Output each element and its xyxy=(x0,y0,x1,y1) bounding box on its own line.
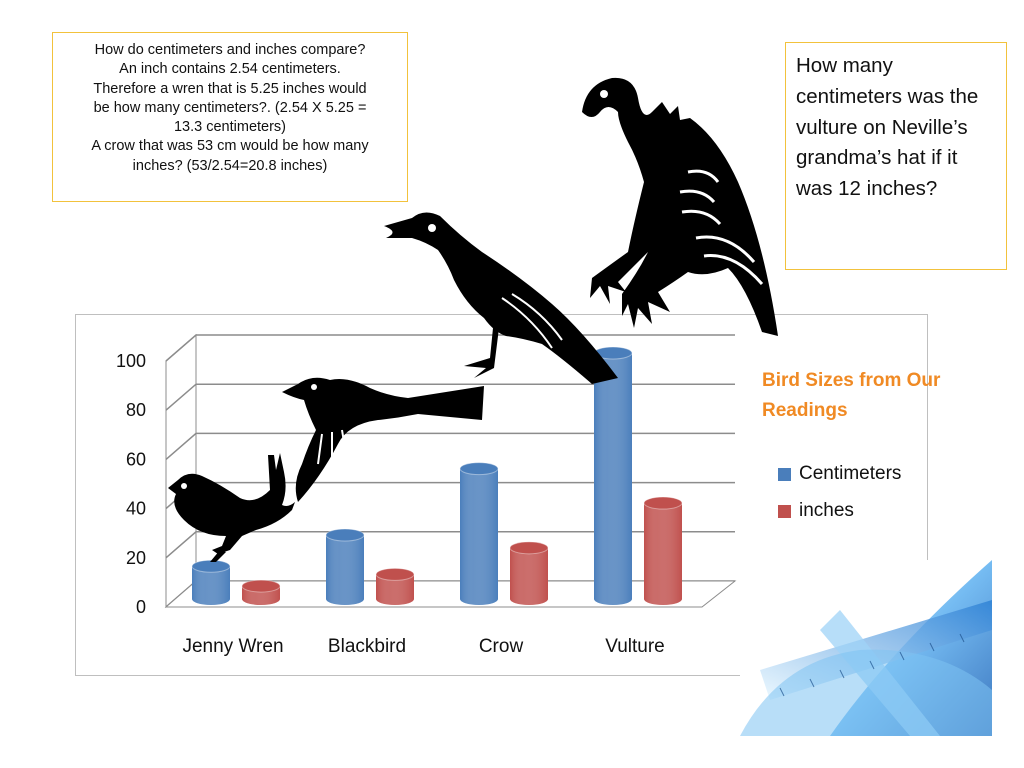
x-tick-label: Blackbird xyxy=(328,636,406,657)
bar-top xyxy=(459,462,499,476)
gridline xyxy=(165,383,735,411)
x-tick-label: Vulture xyxy=(605,636,665,657)
bar-shine xyxy=(376,574,414,605)
legend-item-inches: inches xyxy=(778,500,854,522)
legend-label: Centimeters xyxy=(799,463,902,484)
crow-icon xyxy=(384,212,618,384)
question-text: How many centimeters was the vulture on … xyxy=(796,54,979,200)
gridline xyxy=(165,432,735,460)
info-line: Therefore a wren that is 5.25 inches wou… xyxy=(93,80,367,97)
bar-top xyxy=(643,496,683,510)
info-line: be how many centimeters?. (2.54 X 5.25 = xyxy=(93,99,367,116)
legend-label: inches xyxy=(799,500,854,521)
bar-top xyxy=(191,559,231,573)
wren-icon xyxy=(168,453,295,562)
y-tick-label: 20 xyxy=(126,548,146,568)
info-line: How do centimeters and inches compare? xyxy=(94,42,366,58)
y-tick-label: 60 xyxy=(126,449,146,469)
bar-top xyxy=(509,541,549,555)
bar-shine xyxy=(510,547,548,605)
bar-top xyxy=(325,528,365,542)
gridline xyxy=(165,531,735,559)
x-tick-label: Jenny Wren xyxy=(182,636,283,657)
bar-shine xyxy=(192,566,230,605)
info-line: An inch contains 2.54 centimeters. xyxy=(119,61,341,78)
bar-top xyxy=(241,579,281,593)
y-tick-label: 40 xyxy=(126,499,146,519)
info-line: inches? (53/2.54=20.8 inches) xyxy=(132,157,328,174)
bar-top xyxy=(375,567,415,581)
bar-shine xyxy=(326,535,364,605)
legend-swatch xyxy=(778,504,791,518)
info-line: 13.3 centimeters) xyxy=(173,119,287,136)
y-tick-label: 0 xyxy=(136,597,146,617)
legend-item-centimeters: Centimeters xyxy=(778,463,901,485)
legend-swatch xyxy=(778,467,791,481)
y-tick-label: 80 xyxy=(126,400,146,420)
chart-floor xyxy=(164,580,737,608)
rulers-protractor-image xyxy=(740,560,992,736)
info-text-box: How do centimeters and inches compare? A… xyxy=(52,32,408,202)
question-box: How many centimeters was the vulture on … xyxy=(785,42,1007,270)
bar-shine xyxy=(594,353,632,605)
bar-shine xyxy=(644,503,682,605)
info-line: A crow that was 53 cm would be how many xyxy=(91,138,369,155)
bar-shine xyxy=(460,468,498,605)
blackbird-icon xyxy=(282,377,484,502)
x-tick-label: Crow xyxy=(479,636,524,657)
vulture-icon xyxy=(582,77,778,336)
chart-title: Bird Sizes from Our Readings xyxy=(762,370,941,422)
y-tick-label: 100 xyxy=(116,351,146,371)
